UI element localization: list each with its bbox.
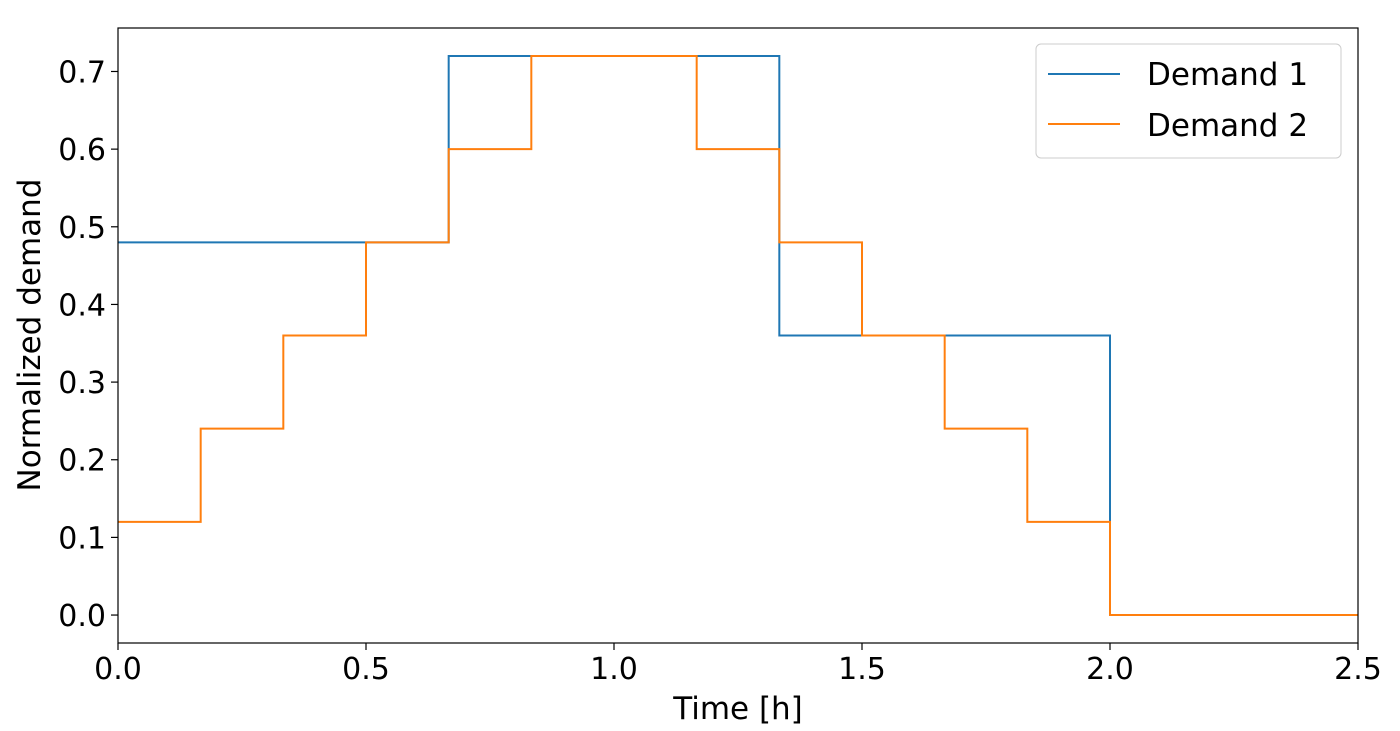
x-axis: 0.0 0.5 1.0 1.5 2.0 2.5	[94, 643, 1382, 687]
y-tick-label: 0.2	[58, 444, 106, 479]
x-tick-label: 1.5	[838, 652, 886, 687]
y-axis-label: Normalized demand	[12, 179, 48, 492]
x-tick-label: 2.0	[1086, 652, 1134, 687]
y-tick-label: 0.5	[58, 211, 106, 246]
x-tick-label: 2.5	[1334, 652, 1382, 687]
y-tick-label: 0.7	[58, 55, 106, 90]
x-tick-label: 0.5	[342, 652, 390, 687]
y-tick-label: 0.0	[58, 599, 106, 634]
legend-label-demand-1: Demand 1	[1147, 57, 1308, 93]
legend-label-demand-2: Demand 2	[1147, 108, 1308, 144]
plot-frame	[117, 27, 1359, 644]
x-tick-label: 1.0	[590, 652, 638, 687]
y-tick-label: 0.6	[58, 133, 106, 168]
x-tick-label: 0.0	[94, 652, 142, 687]
legend-box	[1035, 43, 1342, 159]
y-tick-label: 0.4	[58, 288, 106, 323]
x-axis-label: Time [h]	[672, 691, 803, 727]
y-tick-label: 0.3	[58, 366, 106, 401]
series-layer	[118, 54, 1358, 617]
y-axis: 0.0 0.1 0.2 0.3 0.4 0.5 0.6 0.7	[58, 55, 118, 634]
y-tick-label: 0.1	[58, 521, 106, 556]
legend: Demand 1 Demand 2	[1035, 43, 1342, 159]
series-line-demand-2	[118, 54, 1358, 617]
